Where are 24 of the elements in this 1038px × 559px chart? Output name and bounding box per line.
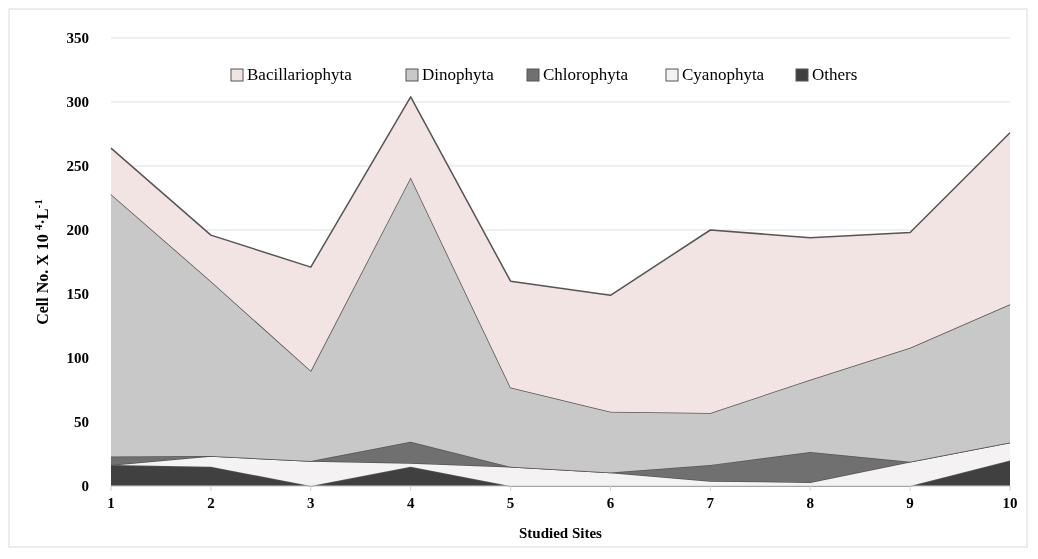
y-tick-label: 300	[66, 94, 89, 111]
x-tick-label: 9	[906, 495, 914, 511]
y-tick-label: 100	[66, 350, 89, 367]
y-tick-label: 0	[81, 478, 89, 495]
x-tick-label: 7	[706, 495, 715, 511]
x-tick-label: 1	[107, 495, 115, 511]
y-tick-label: 50	[74, 414, 89, 431]
y-tick-label: 200	[66, 222, 89, 239]
y-tick-label: 350	[66, 30, 89, 47]
x-axis-title: Studied Sites	[519, 525, 603, 541]
y-tick-label: 150	[66, 286, 89, 303]
x-tick-label: 8	[806, 495, 814, 511]
x-tick-label: 5	[506, 495, 515, 511]
x-tick-label: 10	[1002, 495, 1018, 511]
legend-label: Bacillariophyta	[247, 65, 353, 84]
legend-label: Dinophyta	[422, 65, 495, 84]
y-tick-label: 250	[66, 158, 89, 175]
legend-label: Chlorophyta	[543, 65, 629, 84]
x-tick-label: 4	[406, 495, 415, 511]
legend-label: Others	[812, 65, 858, 84]
x-tick-label: 6	[606, 495, 615, 511]
legend-label: Cyanophyta	[682, 65, 765, 84]
x-tick-label: 2	[207, 495, 215, 511]
x-tick-label: 3	[307, 495, 315, 511]
